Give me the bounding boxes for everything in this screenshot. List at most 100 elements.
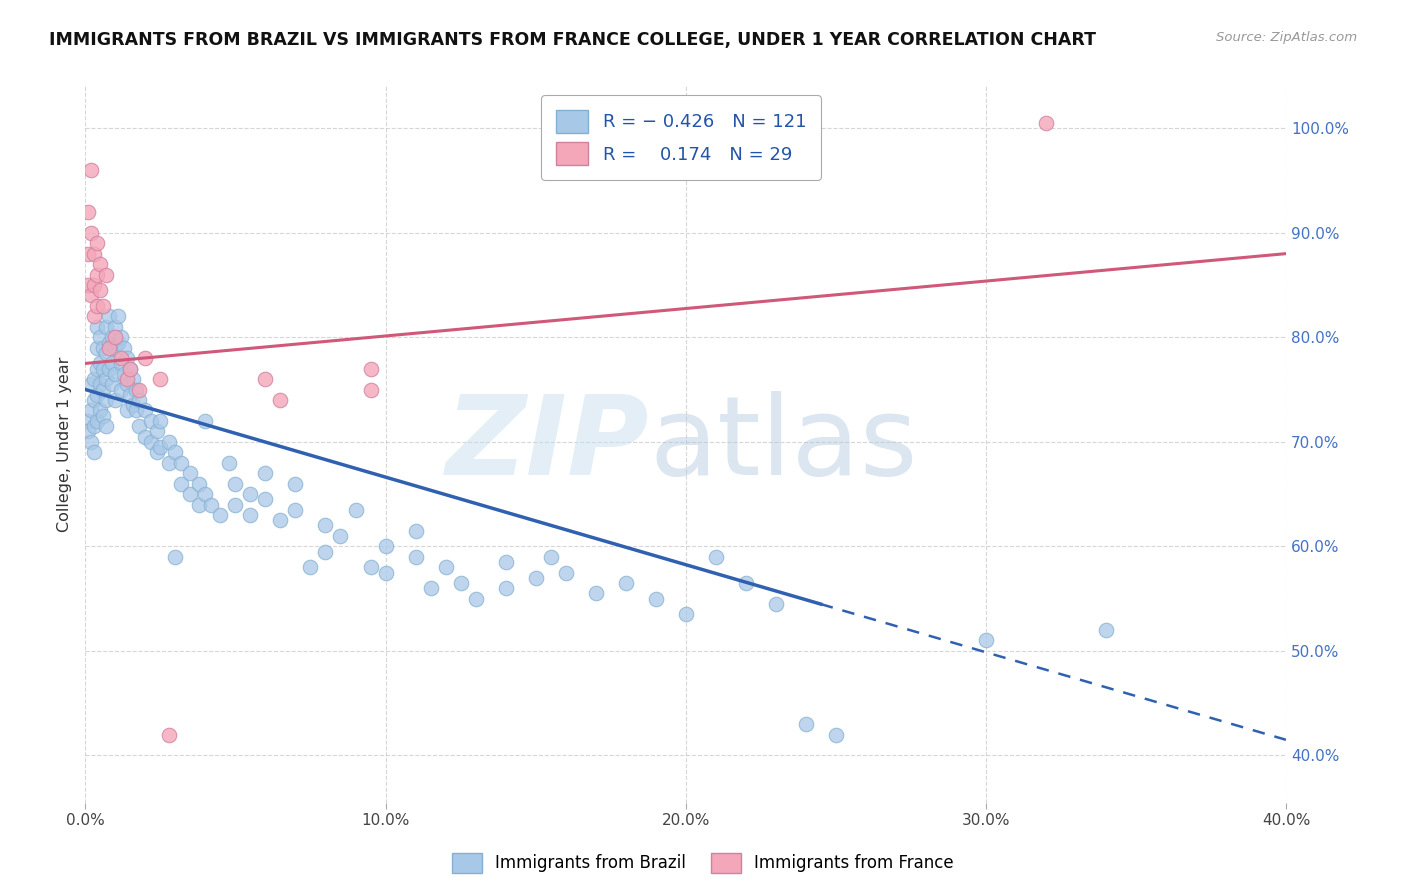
Point — [218, 456, 240, 470]
Point — [96, 346, 118, 360]
Point — [824, 728, 846, 742]
Point — [83, 372, 105, 386]
Point — [98, 310, 121, 324]
Point — [98, 361, 121, 376]
Point — [80, 163, 103, 178]
Point — [89, 330, 111, 344]
Point — [125, 403, 148, 417]
Point — [110, 383, 132, 397]
Point — [360, 560, 382, 574]
Point — [149, 372, 172, 386]
Point — [96, 372, 118, 386]
Point — [188, 498, 211, 512]
Point — [117, 377, 139, 392]
Point — [93, 299, 115, 313]
Point — [329, 529, 352, 543]
Point — [134, 403, 156, 417]
Point — [1035, 116, 1057, 130]
Point — [284, 476, 307, 491]
Point — [224, 476, 246, 491]
Point — [194, 414, 217, 428]
Point — [80, 288, 103, 302]
Point — [96, 268, 118, 282]
Point — [170, 456, 193, 470]
Point — [675, 607, 697, 622]
Point — [554, 566, 576, 580]
Point — [86, 236, 108, 251]
Point — [117, 351, 139, 366]
Point — [224, 498, 246, 512]
Point — [83, 445, 105, 459]
Point — [101, 356, 124, 370]
Point — [120, 388, 142, 402]
Point — [146, 425, 169, 439]
Point — [89, 283, 111, 297]
Point — [96, 419, 118, 434]
Point — [83, 310, 105, 324]
Point — [83, 246, 105, 260]
Point — [170, 476, 193, 491]
Point — [157, 434, 180, 449]
Point — [98, 341, 121, 355]
Point — [704, 549, 727, 564]
Point — [101, 377, 124, 392]
Point — [179, 466, 201, 480]
Point — [77, 204, 100, 219]
Point — [254, 372, 277, 386]
Point — [165, 445, 187, 459]
Point — [86, 319, 108, 334]
Legend: R = −⁠ 0.426  N = 121, R =   0.174  N = 29: R = −⁠ 0.426 N = 121, R = 0.174 N = 29 — [541, 95, 821, 179]
Text: atlas: atlas — [650, 391, 918, 498]
Point — [77, 425, 100, 439]
Point — [239, 487, 262, 501]
Point — [360, 383, 382, 397]
Point — [239, 508, 262, 522]
Point — [96, 392, 118, 407]
Point — [101, 330, 124, 344]
Point — [93, 361, 115, 376]
Text: Source: ZipAtlas.com: Source: ZipAtlas.com — [1216, 31, 1357, 45]
Point — [86, 388, 108, 402]
Point — [794, 717, 817, 731]
Point — [128, 419, 150, 434]
Point — [188, 476, 211, 491]
Point — [644, 591, 666, 606]
Point — [107, 335, 129, 350]
Point — [284, 503, 307, 517]
Point — [374, 566, 396, 580]
Point — [360, 361, 382, 376]
Point — [93, 341, 115, 355]
Text: ZIP: ZIP — [446, 391, 650, 498]
Point — [117, 403, 139, 417]
Point — [374, 540, 396, 554]
Y-axis label: College, Under 1 year: College, Under 1 year — [58, 357, 72, 533]
Point — [614, 576, 637, 591]
Point — [120, 361, 142, 376]
Point — [80, 226, 103, 240]
Point — [146, 445, 169, 459]
Point — [149, 414, 172, 428]
Point — [200, 498, 222, 512]
Point — [405, 524, 427, 538]
Legend: Immigrants from Brazil, Immigrants from France: Immigrants from Brazil, Immigrants from … — [446, 847, 960, 880]
Point — [93, 409, 115, 423]
Point — [269, 513, 291, 527]
Point — [83, 392, 105, 407]
Point — [179, 487, 201, 501]
Point — [104, 319, 127, 334]
Point — [80, 377, 103, 392]
Point — [269, 392, 291, 407]
Point — [86, 299, 108, 313]
Point — [125, 383, 148, 397]
Point — [96, 319, 118, 334]
Point — [98, 335, 121, 350]
Point — [80, 434, 103, 449]
Point — [110, 330, 132, 344]
Point — [77, 278, 100, 293]
Point — [83, 278, 105, 293]
Point — [157, 456, 180, 470]
Point — [254, 492, 277, 507]
Point — [112, 341, 135, 355]
Point — [524, 571, 547, 585]
Point — [89, 403, 111, 417]
